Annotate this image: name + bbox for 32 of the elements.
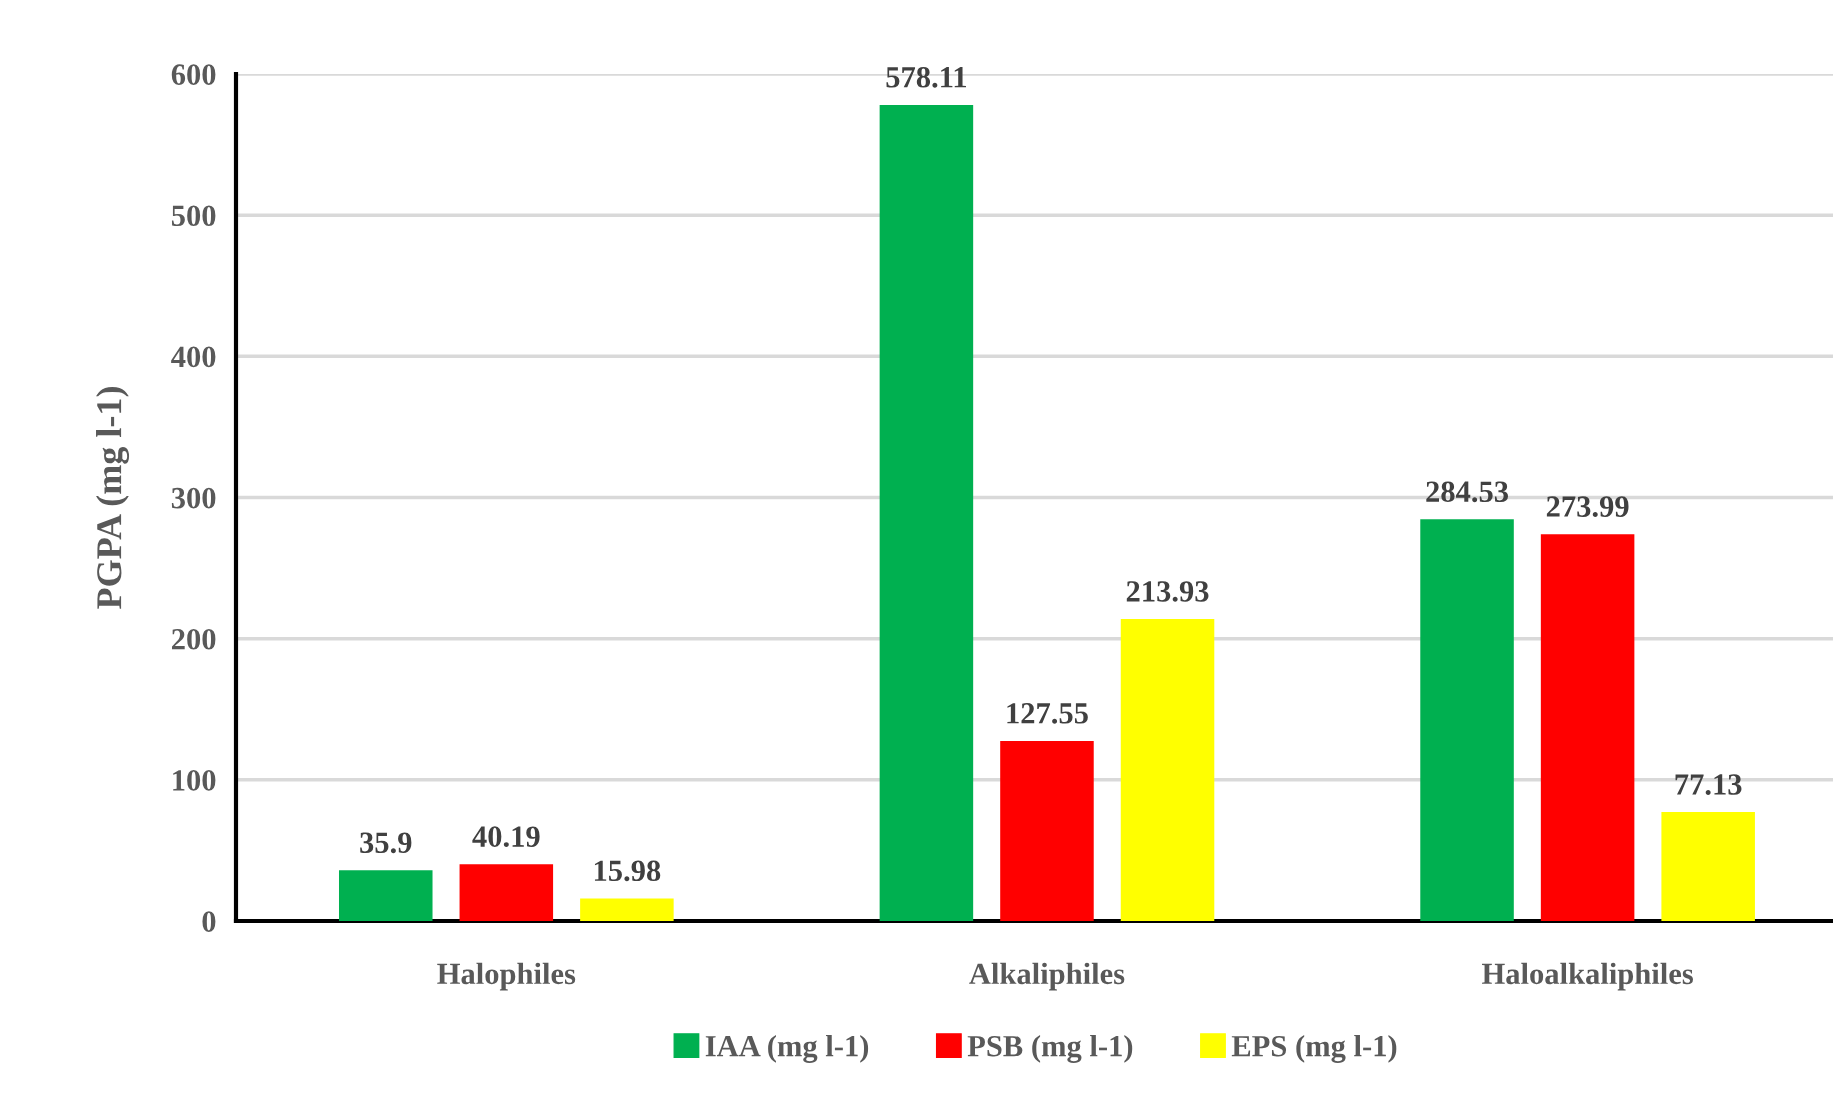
data-label: 127.55	[1007, 703, 1088, 724]
bar	[459, 864, 554, 921]
data-label: 40.19	[472, 826, 540, 848]
y-tick-label: 0	[202, 911, 216, 932]
bar	[1120, 619, 1215, 921]
data-label: 284.53	[1426, 481, 1509, 503]
data-label: 77.13	[1675, 774, 1742, 795]
x-tick-label: Alkaliphiles	[969, 962, 1125, 991]
legend-label: PSB (mg l-1)	[967, 1034, 1133, 1063]
bar	[879, 104, 974, 921]
y-tick-label: 600	[171, 64, 216, 85]
y-tick-label: 400	[171, 346, 216, 368]
y-tick-label: 100	[173, 770, 216, 791]
y-tick-label: 300	[171, 487, 216, 509]
legend-label: IAA (mg l-1)	[705, 1034, 869, 1063]
bar	[1420, 519, 1514, 921]
bar	[580, 898, 674, 921]
y-tick-label: 200	[172, 628, 216, 650]
x-tick-label: Haloalkaliphiles	[1482, 962, 1693, 991]
bar	[1661, 812, 1755, 921]
bar	[338, 870, 433, 921]
data-label: 578.11	[886, 66, 966, 88]
y-axis-title: PGPA (mg l-1)	[96, 387, 130, 609]
bar	[1000, 740, 1094, 921]
data-label: 273.99	[1546, 496, 1629, 518]
bar	[1540, 534, 1635, 921]
data-label: 35.9	[360, 832, 412, 854]
data-label: 15.98	[594, 860, 661, 882]
legend-label: EPS (mg l-1)	[1231, 1034, 1397, 1063]
data-label: 213.93	[1126, 581, 1209, 602]
x-tick-label: Halophiles	[437, 962, 576, 991]
y-tick-label: 500	[171, 205, 216, 227]
